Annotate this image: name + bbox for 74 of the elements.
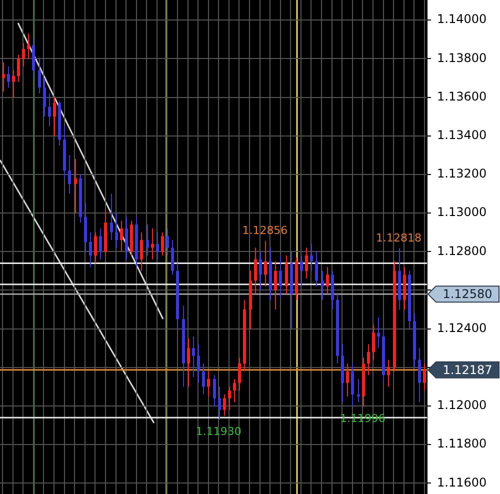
candlestick <box>110 193 113 241</box>
y-tick-label: 1.13600 <box>437 89 487 104</box>
y-tick-label: 1.12800 <box>437 244 487 258</box>
candlestick <box>310 243 313 272</box>
candlestick <box>326 266 329 295</box>
ref-line-label: 1.12580 <box>442 287 492 302</box>
candlestick <box>213 374 216 407</box>
y-tick-label: 1.12400 <box>437 320 487 335</box>
candlestick <box>43 77 46 118</box>
y-tick-label: 1.11600 <box>437 475 487 490</box>
candlestick <box>274 260 277 310</box>
candlestick <box>346 363 349 397</box>
candlestick <box>171 240 174 276</box>
candlestick <box>305 247 308 280</box>
candlestick <box>120 220 123 252</box>
candlestick <box>351 363 354 407</box>
candlestick <box>115 212 118 248</box>
candlestick <box>315 251 318 287</box>
candlestick <box>254 247 257 295</box>
candlestick <box>151 228 154 260</box>
candlestick <box>74 158 77 214</box>
annotation: 1.11930 <box>196 424 242 438</box>
candlestick <box>259 251 262 291</box>
annotation: 1.12856 <box>242 224 288 238</box>
y-tick-label: 1.14000 <box>437 12 487 26</box>
candlestick <box>197 344 200 384</box>
candlestick <box>146 224 149 256</box>
y-tick-label: 1.13000 <box>437 205 487 220</box>
candlestick <box>125 216 128 260</box>
candlestick <box>357 378 360 403</box>
candlestick <box>387 359 390 388</box>
y-tick-label: 1.13800 <box>437 50 487 65</box>
y-tick-label: 1.12000 <box>437 398 487 412</box>
ref-line-label: 1.12187 <box>442 363 492 378</box>
candlestick <box>7 66 10 88</box>
candlestick <box>218 386 221 420</box>
candlestick <box>187 338 190 388</box>
candlestick <box>140 232 143 272</box>
y-tick-label: 1.13400 <box>437 128 487 142</box>
candlestick <box>94 232 97 264</box>
candlestick <box>166 228 169 256</box>
candlestick <box>285 254 288 295</box>
candlestick <box>321 270 324 300</box>
candlestick <box>161 232 164 256</box>
candlestick <box>228 386 231 410</box>
candlestick <box>27 33 30 60</box>
candlestick <box>53 96 56 136</box>
candlestick <box>99 228 102 260</box>
y-tick-label: 1.11800 <box>437 436 487 451</box>
candlestick <box>207 370 210 397</box>
candlestick <box>377 316 380 349</box>
candlestick <box>12 70 15 98</box>
candlestick <box>2 62 5 92</box>
candlestick <box>22 42 25 67</box>
candlestick <box>156 232 159 260</box>
candlestick <box>367 344 370 376</box>
candlestick <box>89 232 92 268</box>
candlestick <box>192 336 195 378</box>
y-tick-label: 1.13200 <box>437 166 487 181</box>
annotation: 1.12818 <box>376 232 422 245</box>
candlestick <box>202 363 205 395</box>
candlestick <box>418 348 421 403</box>
candlestick <box>423 363 426 392</box>
candlestick <box>68 154 71 194</box>
candlestick <box>300 254 303 287</box>
candlestick <box>38 58 41 94</box>
candlestick <box>372 324 375 360</box>
candlestick <box>279 254 282 298</box>
candlestick <box>238 357 241 392</box>
candlestick <box>223 394 226 416</box>
candlestick <box>48 92 51 127</box>
candlestick <box>233 378 236 403</box>
candlestick <box>17 54 20 82</box>
candlestick <box>264 240 267 287</box>
